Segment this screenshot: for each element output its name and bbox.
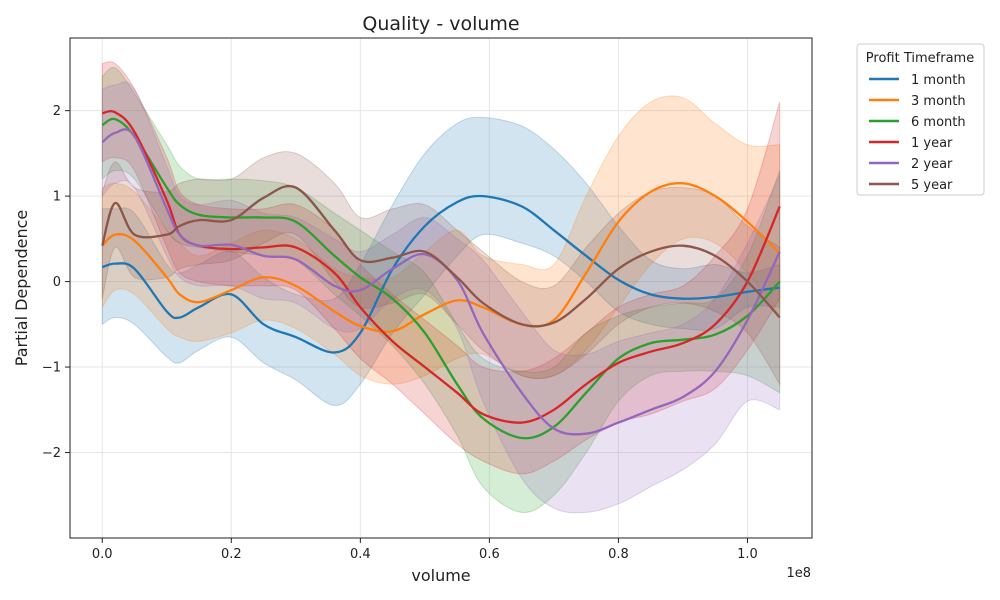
series-line-1 <box>101 182 781 333</box>
y-tick-label: 0 <box>53 275 61 290</box>
confidence-band-4 <box>101 81 781 514</box>
x-tick-label: 0.6 <box>479 547 500 562</box>
series-line-0 <box>101 194 780 354</box>
x-axis-offset-label: 1e8 <box>786 566 811 581</box>
legend-label-2: 6 month <box>911 115 966 130</box>
series-line-2 <box>101 117 781 440</box>
plot-frame <box>69 37 813 539</box>
grid <box>70 38 812 538</box>
legend-label-3: 1 year <box>911 136 953 151</box>
chart-title: Quality - volume <box>362 13 519 35</box>
confidence-band-3 <box>101 61 781 475</box>
y-axis-ticks: −2 −1 0 1 2 <box>42 104 70 461</box>
legend-label-0: 1 month <box>911 73 966 88</box>
x-axis-ticks: 0.0 0.2 0.4 0.6 0.8 1.0 <box>92 538 758 562</box>
y-tick-label: 2 <box>53 104 61 119</box>
y-axis-label: Partial Dependence <box>12 210 31 366</box>
y-tick-label: −2 <box>42 446 61 461</box>
legend-box <box>856 43 985 196</box>
x-tick-label: 0.2 <box>221 547 242 562</box>
series-line-4 <box>101 128 781 436</box>
x-tick-label: 0.4 <box>350 547 371 562</box>
confidence-band-5 <box>101 151 781 386</box>
confidence-band-1 <box>101 95 781 385</box>
legend-label-5: 5 year <box>911 178 953 193</box>
series-lines <box>101 110 781 440</box>
x-tick-label: 0.8 <box>608 547 629 562</box>
confidence-bands <box>101 61 781 514</box>
legend-label-4: 2 year <box>911 157 953 172</box>
x-tick-label: 1.0 <box>737 547 758 562</box>
y-tick-label: 1 <box>53 190 61 205</box>
plot-area <box>70 38 812 538</box>
series-line-5 <box>101 185 781 328</box>
legend-title: Profit Timeframe <box>866 51 974 66</box>
y-tick-label: −1 <box>42 361 61 376</box>
legend-label-1: 3 month <box>911 94 966 109</box>
legend-items: 1 month 3 month 6 month 1 year 2 year 5 year <box>869 73 966 193</box>
x-tick-label: 0.0 <box>92 547 113 562</box>
x-axis-label: volume <box>411 566 470 585</box>
